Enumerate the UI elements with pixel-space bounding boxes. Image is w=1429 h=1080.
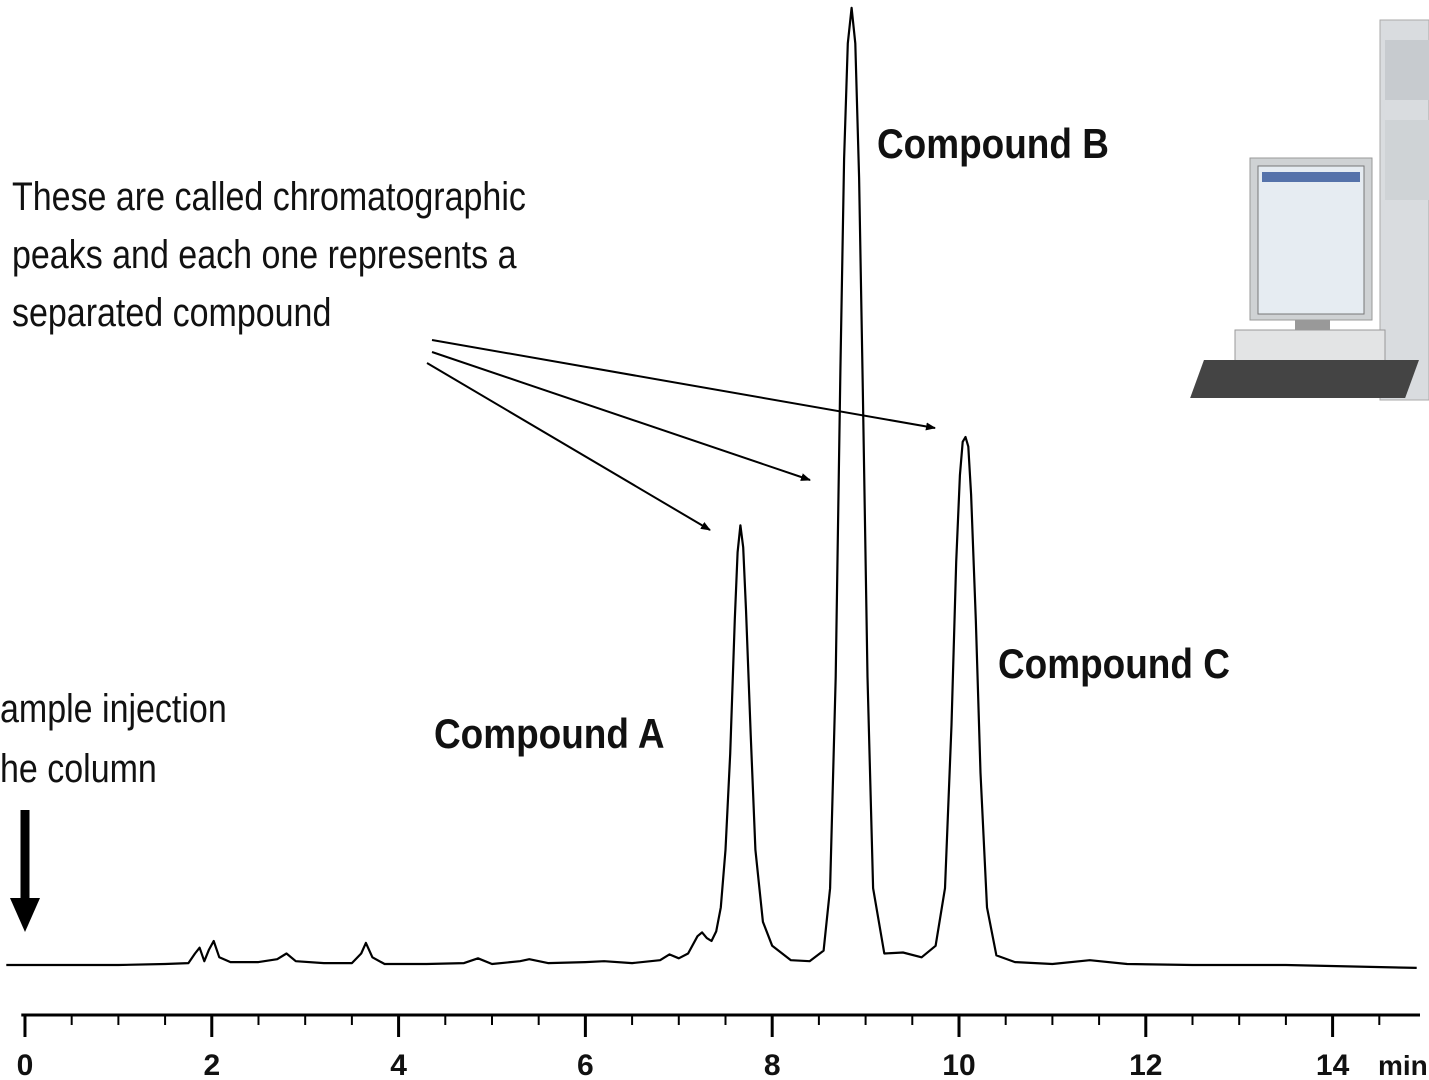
annotation: ample injection xyxy=(0,685,227,730)
annotation: These are called chromatographic xyxy=(12,173,526,218)
peak-label: Compound C xyxy=(998,641,1230,688)
annotation: separated compound xyxy=(12,289,331,334)
x-axis-label: min xyxy=(1378,1050,1428,1080)
injection-arrowhead xyxy=(10,898,40,932)
x-tick-label: 10 xyxy=(942,1049,975,1080)
x-tick-label: 12 xyxy=(1129,1049,1162,1080)
instrument-illustration xyxy=(1190,19,1429,401)
x-tick-label: 2 xyxy=(203,1049,220,1080)
annotation-arrows xyxy=(426,339,936,531)
x-tick-label: 14 xyxy=(1316,1049,1350,1080)
x-tick-label: 6 xyxy=(577,1049,594,1080)
x-tick-label: 0 xyxy=(17,1049,34,1080)
x-tick-label: 4 xyxy=(390,1049,407,1080)
annotation: peaks and each one represents a xyxy=(12,231,517,276)
x-tick-label: 8 xyxy=(764,1049,781,1080)
chromatogram-trace xyxy=(6,6,1417,969)
annotation: he column xyxy=(0,745,157,790)
peak-label: Compound A xyxy=(434,711,665,758)
peak-label: Compound B xyxy=(877,121,1109,168)
